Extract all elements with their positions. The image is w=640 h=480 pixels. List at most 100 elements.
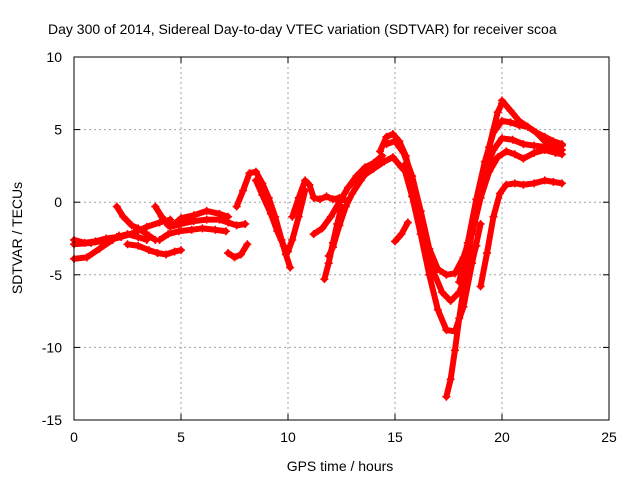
data-point-marker (530, 141, 539, 150)
data-point-marker (251, 167, 260, 176)
data-point-marker (177, 219, 185, 228)
data-point-marker (493, 153, 502, 162)
data-point-marker (476, 193, 485, 202)
data-point-marker (294, 193, 303, 202)
data-point-marker (483, 249, 492, 258)
data-point-marker (134, 241, 143, 250)
y-tick-label: -15 (42, 412, 62, 428)
data-point-marker (433, 305, 442, 314)
data-point-marker (519, 154, 528, 163)
data-point-marker (144, 246, 153, 255)
plot-frame (73, 56, 610, 421)
data-point-marker (87, 238, 96, 247)
data-point-marker (530, 148, 539, 157)
chart-title: Day 300 of 2014, Sidereal Day-to-day VTE… (48, 21, 557, 37)
data-point-marker (198, 224, 207, 233)
data-point-marker (279, 241, 288, 250)
data-point-marker (232, 202, 241, 211)
series-line (400, 162, 484, 335)
data-point-marker (166, 222, 175, 231)
data-point-marker (245, 169, 254, 178)
data-point-marker (476, 282, 485, 291)
data-point-marker (328, 243, 337, 252)
data-point-marker (551, 148, 560, 157)
series-arc-25 (468, 145, 566, 239)
data-point-marker (189, 217, 198, 226)
data-point-marker (202, 215, 211, 224)
data-point-marker (155, 235, 164, 244)
data-point-marker (403, 218, 412, 227)
data-point-marker (273, 227, 282, 236)
data-point-marker (155, 218, 164, 227)
data-point-marker (498, 96, 506, 105)
data-point-marker (498, 134, 506, 143)
axis-ticks: 0 5 10 15 20 25 -15 -10 -5 0 5 10 (42, 49, 617, 445)
data-point-marker (251, 176, 260, 185)
series-arc-7 (166, 215, 250, 231)
data-point-marker (301, 176, 310, 185)
data-point-marker (369, 164, 378, 173)
x-tick-label: 25 (601, 429, 617, 445)
x-tick-label: 0 (70, 429, 78, 445)
data-point-marker (224, 249, 233, 258)
data-point-marker (493, 108, 502, 117)
data-point-marker (211, 225, 220, 234)
data-point-marker (335, 198, 344, 207)
x-tick-label: 15 (387, 429, 403, 445)
data-point-marker (170, 247, 179, 256)
data-point-marker (399, 148, 408, 157)
data-point-marker (523, 122, 532, 131)
data-point-marker (174, 227, 183, 236)
data-point-marker (328, 195, 337, 204)
data-point-marker (446, 296, 455, 305)
data-point-marker (358, 172, 367, 181)
data-point-marker (309, 230, 318, 239)
data-point-marker (202, 206, 211, 215)
data-point-marker (498, 116, 506, 125)
data-point-marker (309, 193, 318, 202)
data-point-marker (326, 212, 335, 221)
series-arc-26 (476, 176, 566, 291)
data-point-marker (391, 237, 399, 246)
data-point-marker (519, 140, 528, 149)
data-point-marker (361, 163, 370, 172)
data-point-marker (380, 157, 389, 166)
data-point-marker (438, 288, 447, 297)
data-point-marker (119, 212, 128, 221)
data-point-marker (450, 269, 459, 278)
x-axis-label: GPS time / hours (287, 458, 394, 474)
data-point-marker (239, 186, 248, 195)
series-arc-21 (399, 161, 485, 336)
data-point-marker (215, 215, 224, 224)
y-tick-label: -10 (42, 339, 62, 355)
data-point-marker (127, 221, 136, 230)
y-tick-label: -5 (50, 267, 63, 283)
data-point-marker (112, 202, 121, 211)
data-point-marker (142, 222, 151, 231)
data-point-marker (557, 179, 566, 188)
data-point-marker (348, 189, 357, 198)
data-point-marker (446, 375, 455, 384)
data-point-marker (549, 177, 558, 186)
data-point-marker (502, 147, 511, 156)
data-point-marker (232, 221, 241, 230)
data-point-marker (442, 270, 451, 279)
data-point-marker (485, 167, 494, 176)
data-point-marker (388, 153, 397, 162)
data-point-marker (388, 129, 397, 138)
data-point-marker (316, 195, 325, 204)
series-line (225, 241, 251, 261)
data-point-marker (502, 180, 511, 189)
data-point-marker (468, 230, 477, 239)
x-tick-label: 5 (177, 429, 185, 445)
data-point-marker (416, 230, 425, 239)
data-point-marker (82, 253, 91, 262)
data-point-marker (144, 231, 153, 240)
x-tick-label: 10 (280, 429, 296, 445)
data-point-marker (540, 176, 549, 185)
data-point-marker (510, 179, 519, 188)
data-point-marker (151, 202, 160, 211)
data-point-marker (476, 219, 485, 228)
data-point-marker (557, 140, 566, 149)
series-arc-4 (112, 202, 160, 244)
